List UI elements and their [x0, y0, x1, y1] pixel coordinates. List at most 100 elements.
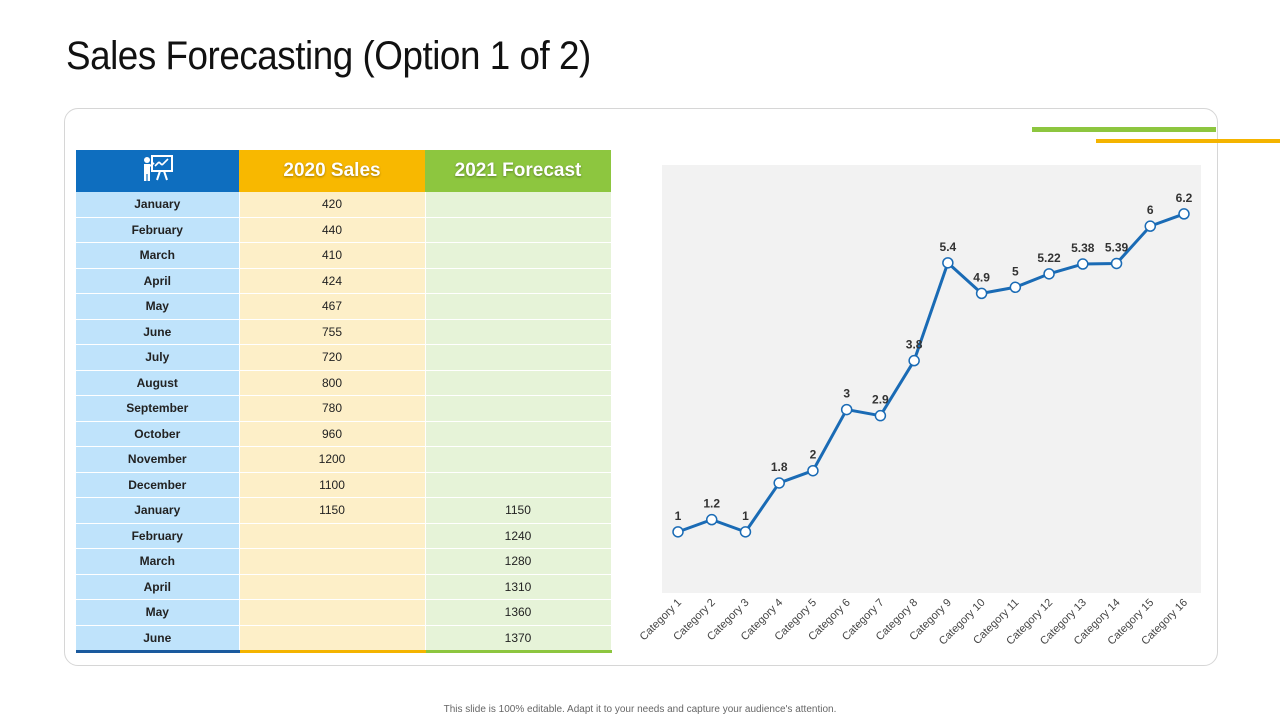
table-row: February 1240: [76, 523, 612, 549]
forecast-2021-cell: [425, 217, 612, 243]
month-cell: April: [76, 574, 240, 600]
forecast-2021-cell: 1360: [425, 599, 612, 626]
table-row: April 1310: [76, 574, 612, 600]
table-row: December 1100: [76, 472, 612, 498]
forecast-2021-cell: 1280: [425, 548, 612, 575]
data-label: 5.38: [1071, 241, 1095, 255]
table-row: August 800: [76, 370, 612, 396]
month-cell: May: [76, 599, 240, 626]
data-point: [1178, 208, 1190, 220]
sales-2020-cell: 420: [239, 192, 426, 218]
month-cell: March: [76, 242, 240, 269]
month-column-header: [76, 150, 239, 192]
month-cell: August: [76, 370, 240, 396]
data-point: [807, 464, 819, 477]
month-cell: September: [76, 395, 240, 422]
sales-2020-cell: 800: [239, 370, 426, 396]
data-label: 3: [843, 387, 850, 401]
data-label: 6.2: [1176, 191, 1193, 205]
sales-table: 2020 Sales 2021 Forecast January 420 Febru…: [76, 150, 612, 653]
table-row: January 1150 1150: [76, 497, 612, 524]
table-row: March 1280: [76, 548, 612, 575]
sales-2020-cell: 467: [239, 293, 426, 320]
table-row: March 410: [76, 242, 612, 269]
sales-2020-cell: 1200: [239, 446, 426, 473]
sales-2020-cell: [239, 574, 426, 600]
forecast-2021-cell: 1370: [425, 625, 612, 653]
sales-2020-cell: 424: [239, 268, 426, 294]
forecast-2021-cell: [425, 268, 612, 294]
month-cell: October: [76, 421, 240, 447]
data-point: [840, 403, 853, 416]
data-point: [908, 354, 920, 367]
table-header-row: 2020 Sales 2021 Forecast: [76, 150, 611, 192]
table-row: May 467: [76, 293, 612, 320]
data-point: [874, 409, 887, 422]
data-label: 6: [1147, 203, 1154, 217]
data-label: 2: [810, 448, 817, 462]
data-point: [1144, 220, 1157, 232]
table-row: February 440: [76, 217, 612, 243]
forecast-2021-cell: [425, 446, 612, 473]
data-point: [672, 526, 684, 538]
sales-2020-cell: [239, 599, 426, 626]
table-row: June 1370: [76, 625, 612, 653]
accent-bar-green: [1032, 127, 1216, 132]
presentation-board-icon: [143, 155, 173, 181]
data-label: 1.2: [703, 497, 720, 511]
data-point: [942, 257, 954, 269]
data-label: 1.8: [771, 460, 788, 474]
data-label: 5: [1012, 264, 1019, 278]
month-cell: January: [76, 497, 240, 524]
data-point: [1110, 257, 1123, 270]
data-point: [705, 513, 718, 526]
forecast-2021-cell: [425, 344, 612, 371]
data-point: [773, 477, 785, 489]
sales-2020-cell: 755: [239, 319, 426, 345]
footer-note: This slide is 100% editable. Adapt it to…: [443, 704, 837, 715]
table-row: April 424: [76, 268, 612, 294]
data-label: 4.9: [973, 270, 990, 284]
line-chart: 1 1.2 1 1.8 2 3 2.9 3.8 5.4 4.9 5 5.22 5.38 5.39 6 6.2 C…: [628, 150, 1218, 660]
month-cell: April: [76, 268, 240, 294]
sales-2020-cell: [239, 523, 426, 549]
data-point: [739, 526, 752, 538]
table-row: October 960: [76, 421, 612, 447]
forecast-2021-cell: [425, 472, 612, 498]
data-point: [1043, 268, 1055, 280]
month-cell: December: [76, 472, 240, 498]
table-row: January 420: [76, 192, 612, 218]
month-cell: June: [76, 319, 240, 345]
sales-2020-cell: 1100: [239, 472, 426, 498]
forecast-2021-cell: [425, 370, 612, 396]
data-label: 5.4: [940, 240, 957, 254]
month-cell: June: [76, 625, 240, 653]
table-row: June 755: [76, 319, 612, 345]
forecast-2021-cell: [425, 242, 612, 269]
sales-2020-cell: 1150: [239, 497, 426, 524]
data-point: [975, 287, 988, 300]
month-cell: May: [76, 293, 240, 320]
table-row: September 780: [76, 395, 612, 422]
sales-2020-cell: [239, 548, 426, 575]
data-label: 1: [675, 509, 682, 523]
month-cell: July: [76, 344, 240, 371]
sales-2020-cell: 780: [239, 395, 426, 422]
sales-2020-cell: 410: [239, 242, 426, 269]
forecast-2021-cell: [425, 192, 612, 218]
forecast-2021-cell: [425, 421, 612, 447]
month-cell: February: [76, 523, 240, 549]
month-cell: November: [76, 446, 240, 473]
forecast-2021-cell: [425, 319, 612, 345]
line-chart-svg: 11.211.823 2.93.85.44.9 55.225.38 5.3966.2C…: [638, 165, 1201, 648]
sales-2020-column-header: 2020 Sales: [239, 150, 425, 192]
forecast-2021-cell: [425, 293, 612, 320]
table-row: November 1200: [76, 446, 612, 473]
sales-2020-cell: [239, 625, 426, 653]
month-cell: March: [76, 548, 240, 575]
accent-bar-yellow: [1096, 139, 1280, 143]
sales-2020-cell: 960: [239, 421, 426, 447]
table-row: July 720: [76, 344, 612, 371]
sales-2020-cell: 440: [239, 217, 426, 243]
month-cell: February: [76, 217, 240, 243]
